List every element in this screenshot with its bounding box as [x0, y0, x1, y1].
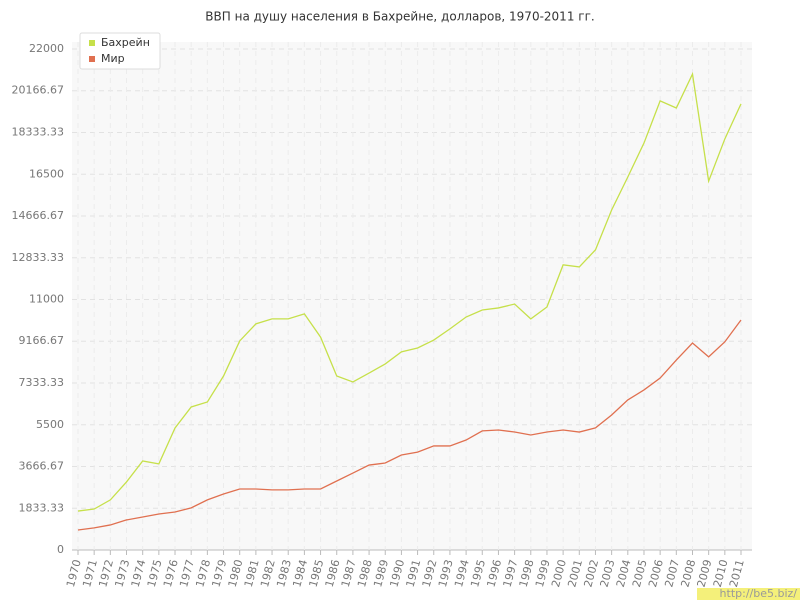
y-tick-label: 5500: [36, 418, 64, 431]
y-tick-label: 16500: [29, 167, 64, 180]
legend-swatch: [89, 56, 95, 62]
y-tick-label: 14666.67: [12, 209, 65, 222]
y-tick-label: 1833.33: [19, 501, 65, 514]
watermark: http://be5.biz/: [720, 587, 798, 600]
plot-area: [72, 42, 752, 550]
series-line: [77, 319, 742, 531]
y-tick-label: 20166.67: [12, 84, 65, 97]
y-tick-label: 0: [57, 543, 64, 556]
y-tick-label: 12833.33: [12, 251, 65, 264]
y-tick-label: 22000: [29, 42, 64, 55]
legend-label: Бахрейн: [101, 36, 150, 49]
legend-label: Мир: [101, 52, 125, 65]
y-tick-label: 9166.67: [19, 334, 65, 347]
y-tick-label: 18333.33: [12, 126, 65, 139]
legend-swatch: [89, 40, 95, 46]
watermark-bg: [697, 588, 800, 600]
chart-title: ВВП на душу населения в Бахрейне, доллар…: [205, 10, 594, 24]
y-tick-label: 7333.33: [19, 376, 65, 389]
y-tick-label: 11000: [29, 293, 64, 306]
y-tick-label: 3666.67: [19, 459, 65, 472]
series-line: [77, 71, 742, 512]
legend-box: [79, 32, 161, 70]
legend: Бахрейн Мир: [79, 32, 161, 70]
